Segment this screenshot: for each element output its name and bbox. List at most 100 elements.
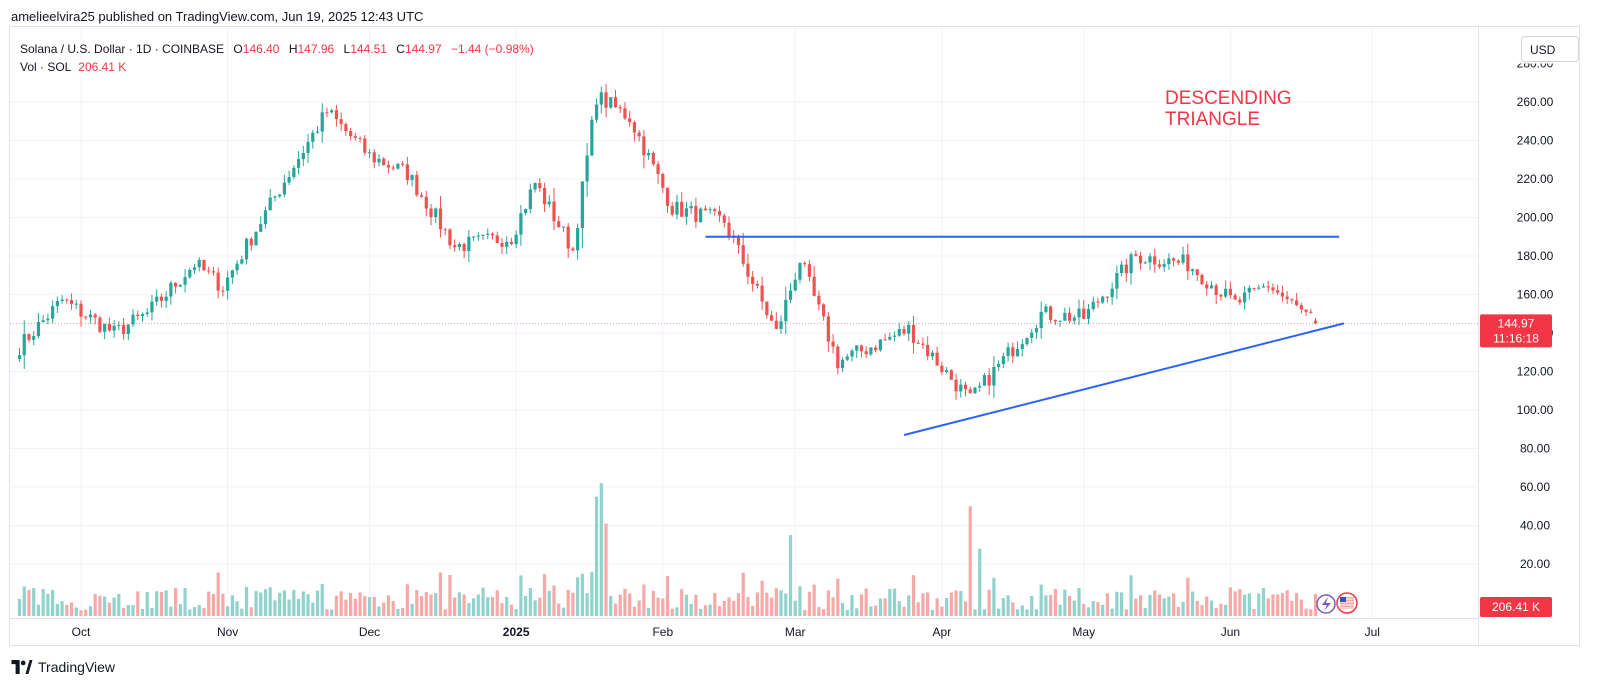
volume-bar [188,609,192,616]
open-label: O [233,42,243,56]
candle [765,301,769,319]
volume-bar [1110,608,1114,616]
candle [656,160,660,184]
candle-body [358,137,362,139]
volume-bar [1129,575,1133,616]
candle-body [566,226,570,249]
candle [339,112,343,131]
candle [88,309,93,324]
candle-body [221,290,225,292]
volume-bar [926,592,930,616]
candle [1172,257,1176,267]
candle [145,307,149,317]
candle [599,86,603,114]
candle [1233,293,1237,300]
volume-bar [590,572,594,616]
candle [51,300,55,324]
candle [1049,305,1053,324]
candle-body [140,314,145,316]
volume-bar [126,605,130,616]
volume-bar [55,603,59,616]
candle [202,259,206,271]
volume-bar [751,606,755,616]
volume-bar [1025,609,1029,616]
candle [1176,259,1180,266]
volume-label[interactable]: Vol · SOL [20,60,71,74]
currency-button[interactable]: USD [1521,36,1579,62]
volume-bar [836,578,840,616]
candle-body [292,167,296,177]
candle [349,128,353,141]
candle [453,239,457,252]
candle-body [339,119,343,125]
candle [306,134,310,163]
candle [594,98,599,123]
candle-body [722,215,726,223]
volume-bar [916,602,920,616]
candle-body [907,324,911,334]
volume-bar [405,584,409,616]
candle [112,320,116,338]
volume-bar [949,592,953,616]
symbol-description[interactable]: Solana / U.S. Dollar · 1D · COINBASE [20,42,225,56]
candle-body [817,295,821,305]
candle-body [349,131,353,137]
candle [211,266,216,276]
candle-body [888,336,892,340]
close-value: 144.97 [404,42,442,56]
volume-bar [746,597,750,616]
candle [476,231,480,241]
candle-body [940,365,944,373]
volume-bar [944,597,949,616]
price-axis-label: 60.00 [1520,480,1550,494]
candle [155,289,159,306]
candle [1299,302,1303,314]
candle-body [883,339,887,341]
candle-body [1063,312,1067,321]
volume-bar [651,590,655,616]
candle [528,183,532,214]
volume-bar [1148,594,1152,616]
volume-bar [609,595,613,616]
candle [1261,283,1266,288]
volume-bar [656,597,660,616]
candle [1105,296,1110,303]
volume-bar [878,598,882,616]
candle-body [897,329,901,336]
volume-bar [883,598,887,616]
candle [836,344,840,375]
candle [921,337,925,350]
candle [183,268,187,293]
candle [419,192,424,199]
footer-brand[interactable]: TradingView [11,659,115,675]
candle-body [476,235,480,237]
candle-body [268,197,272,211]
candle [93,313,97,325]
candle [699,207,703,224]
volume-bar [613,603,618,616]
candle-body [1252,287,1256,289]
candle [954,373,958,400]
candle-body [188,269,192,278]
candle-body [150,301,154,313]
time-axis: Oct Nov Dec 2025 Feb Mar Apr May Jun Jul [72,625,1380,639]
candle [902,325,906,336]
volume-bar [826,590,830,616]
candle-body [107,323,111,331]
candle-body [287,176,291,183]
volume-bar [699,608,703,616]
volume-bar [845,610,849,616]
volume-bar [689,603,693,616]
price-axis: 280.00260.00240.00220.00200.00180.00160.… [1480,55,1579,571]
candle-body [145,312,149,315]
candle-body [88,314,93,318]
candle-body [651,152,655,165]
candle [1072,315,1076,325]
candle-body [1148,256,1152,263]
volume-bar [765,592,769,616]
candle-body [65,299,69,301]
footer-brand-label: TradingView [38,659,116,675]
candle [107,317,111,332]
candle-body [1205,284,1209,289]
